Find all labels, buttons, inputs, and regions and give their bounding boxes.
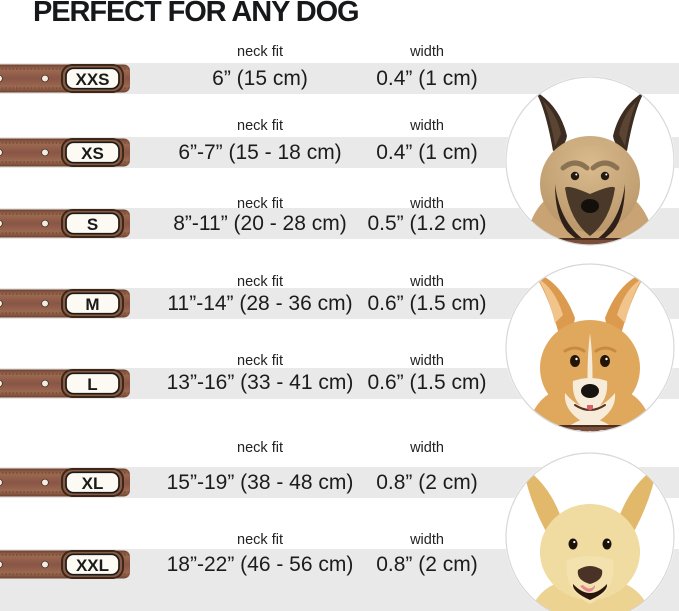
svg-text:XS: XS bbox=[81, 144, 104, 163]
svg-text:XXS: XXS bbox=[75, 70, 109, 89]
svg-text:S: S bbox=[87, 215, 98, 234]
svg-text:XL: XL bbox=[82, 474, 104, 493]
svg-text:XXL: XXL bbox=[76, 556, 109, 575]
svg-text:M: M bbox=[85, 295, 99, 314]
svg-text:L: L bbox=[87, 375, 97, 394]
